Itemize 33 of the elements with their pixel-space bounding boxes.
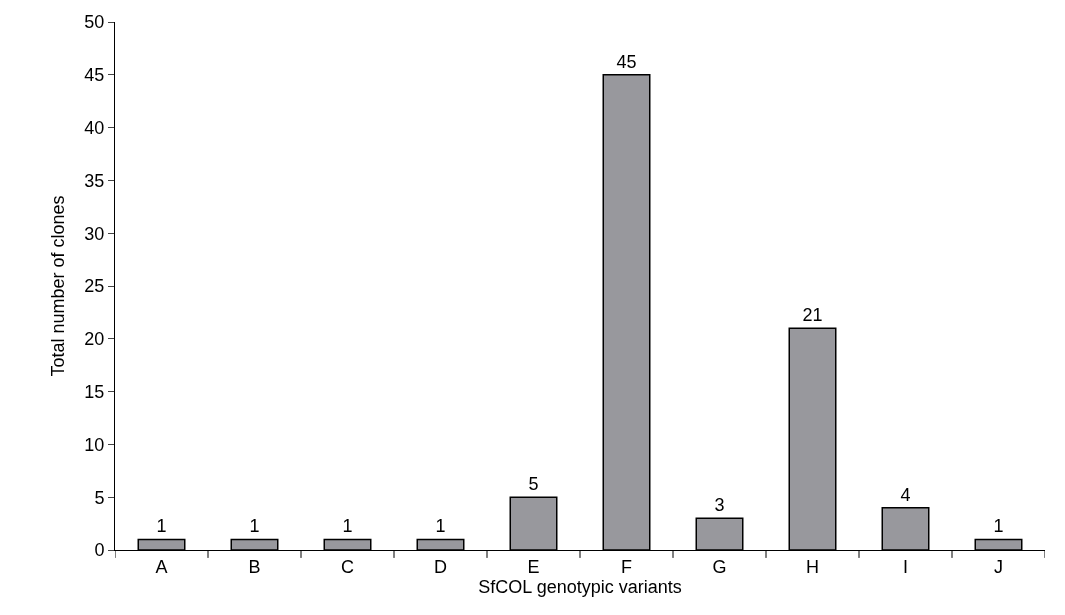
y-tick-label: 40 xyxy=(84,117,105,138)
y-tick-label: 50 xyxy=(84,12,105,33)
data-label: 1 xyxy=(435,516,446,537)
x-tick-label: D xyxy=(434,556,447,577)
data-label: 1 xyxy=(342,516,353,537)
data-label: 1 xyxy=(993,516,1004,537)
y-axis-title: Total number of clones xyxy=(47,195,68,377)
x-tick-label: B xyxy=(248,556,261,577)
x-tick-label: E xyxy=(527,556,540,577)
data-label: 21 xyxy=(802,305,823,326)
x-axis-title: SfCOL genotypic variants xyxy=(478,576,682,597)
y-tick-label: 30 xyxy=(84,223,105,244)
x-tick-label: A xyxy=(155,556,168,577)
data-label: 1 xyxy=(156,516,167,537)
data-label: 1 xyxy=(249,516,260,537)
y-tick-label: 35 xyxy=(84,170,105,191)
x-tick-label: G xyxy=(712,556,727,577)
data-label: 4 xyxy=(900,484,911,505)
x-tick-label: H xyxy=(806,556,819,577)
data-label: 5 xyxy=(528,474,539,495)
x-tick-label: I xyxy=(902,556,909,577)
y-tick-label: 10 xyxy=(84,434,105,455)
y-tick-label: 0 xyxy=(94,540,105,561)
x-tick-label: C xyxy=(341,556,354,577)
data-label: 45 xyxy=(616,51,637,72)
data-label: 3 xyxy=(714,495,725,516)
y-tick-label: 15 xyxy=(84,381,105,402)
y-tick-label: 20 xyxy=(84,329,105,350)
y-tick-label: 45 xyxy=(84,65,105,86)
y-tick-label: 25 xyxy=(84,276,105,297)
x-tick-label: F xyxy=(621,556,632,577)
x-tick-label: J xyxy=(994,556,1003,577)
y-tick-label: 5 xyxy=(94,487,105,508)
